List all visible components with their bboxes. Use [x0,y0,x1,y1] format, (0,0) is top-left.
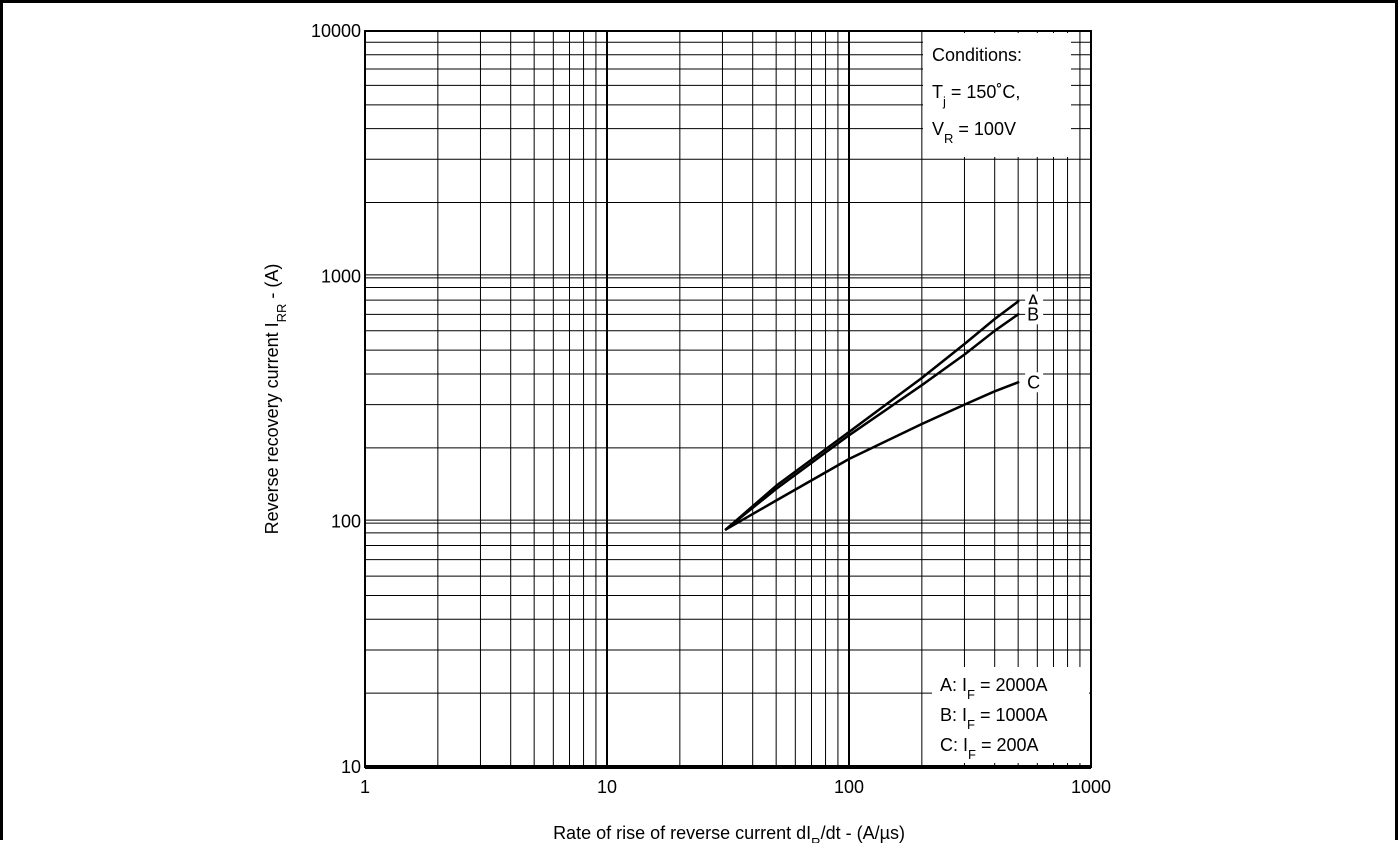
conditions-box [923,33,1071,157]
series-end-label-b: B [1027,304,1039,324]
conditions-line: VR = 100V [932,119,1016,146]
y-tick-label: 10 [341,757,361,777]
conditions-line: Tj = 150˚C, [932,82,1020,109]
series-end-label-bg [1025,304,1044,325]
y-tick-label: 100 [331,512,361,532]
series-end-label-c: C [1027,372,1040,392]
conditions-annotation: Conditions: Tj = 150˚C, VR = 100V [932,45,1022,146]
x-tick-label: 1 [360,777,370,797]
series-group [724,300,1020,531]
series-line-c [724,381,1020,531]
x-tick-label: 1000 [1071,777,1111,797]
y-tick-label: 1000 [321,266,361,286]
y-tick-labels: 10 100 1000 10000 [311,21,361,777]
legend: A: IF = 2000A B: IF = 1000A C: IF = 200A [940,675,1048,762]
series-end-label-bg [1025,372,1044,393]
legend-entry: B: IF = 1000A [940,705,1048,732]
series-line-a [724,300,1020,531]
y-axis-label: Reverse recovery current IRR - (A) [262,264,289,535]
legend-entry: C: IF = 200A [940,735,1039,762]
legend-box [932,667,1089,763]
series-line-b [724,313,1020,531]
legend-entry: A: IF = 2000A [940,675,1048,702]
series-end-labels: ABC [1025,291,1044,393]
x-tick-label: 10 [597,777,617,797]
y-tick-label: 10000 [311,21,361,41]
plot-border [364,30,1092,768]
x-tick-labels: 1 10 100 1000 [360,777,1111,797]
conditions-line: Conditions: [932,45,1022,65]
x-tick-label: 100 [834,777,864,797]
x-axis-label: Rate of rise of reverse current dIR/dt -… [553,823,905,843]
